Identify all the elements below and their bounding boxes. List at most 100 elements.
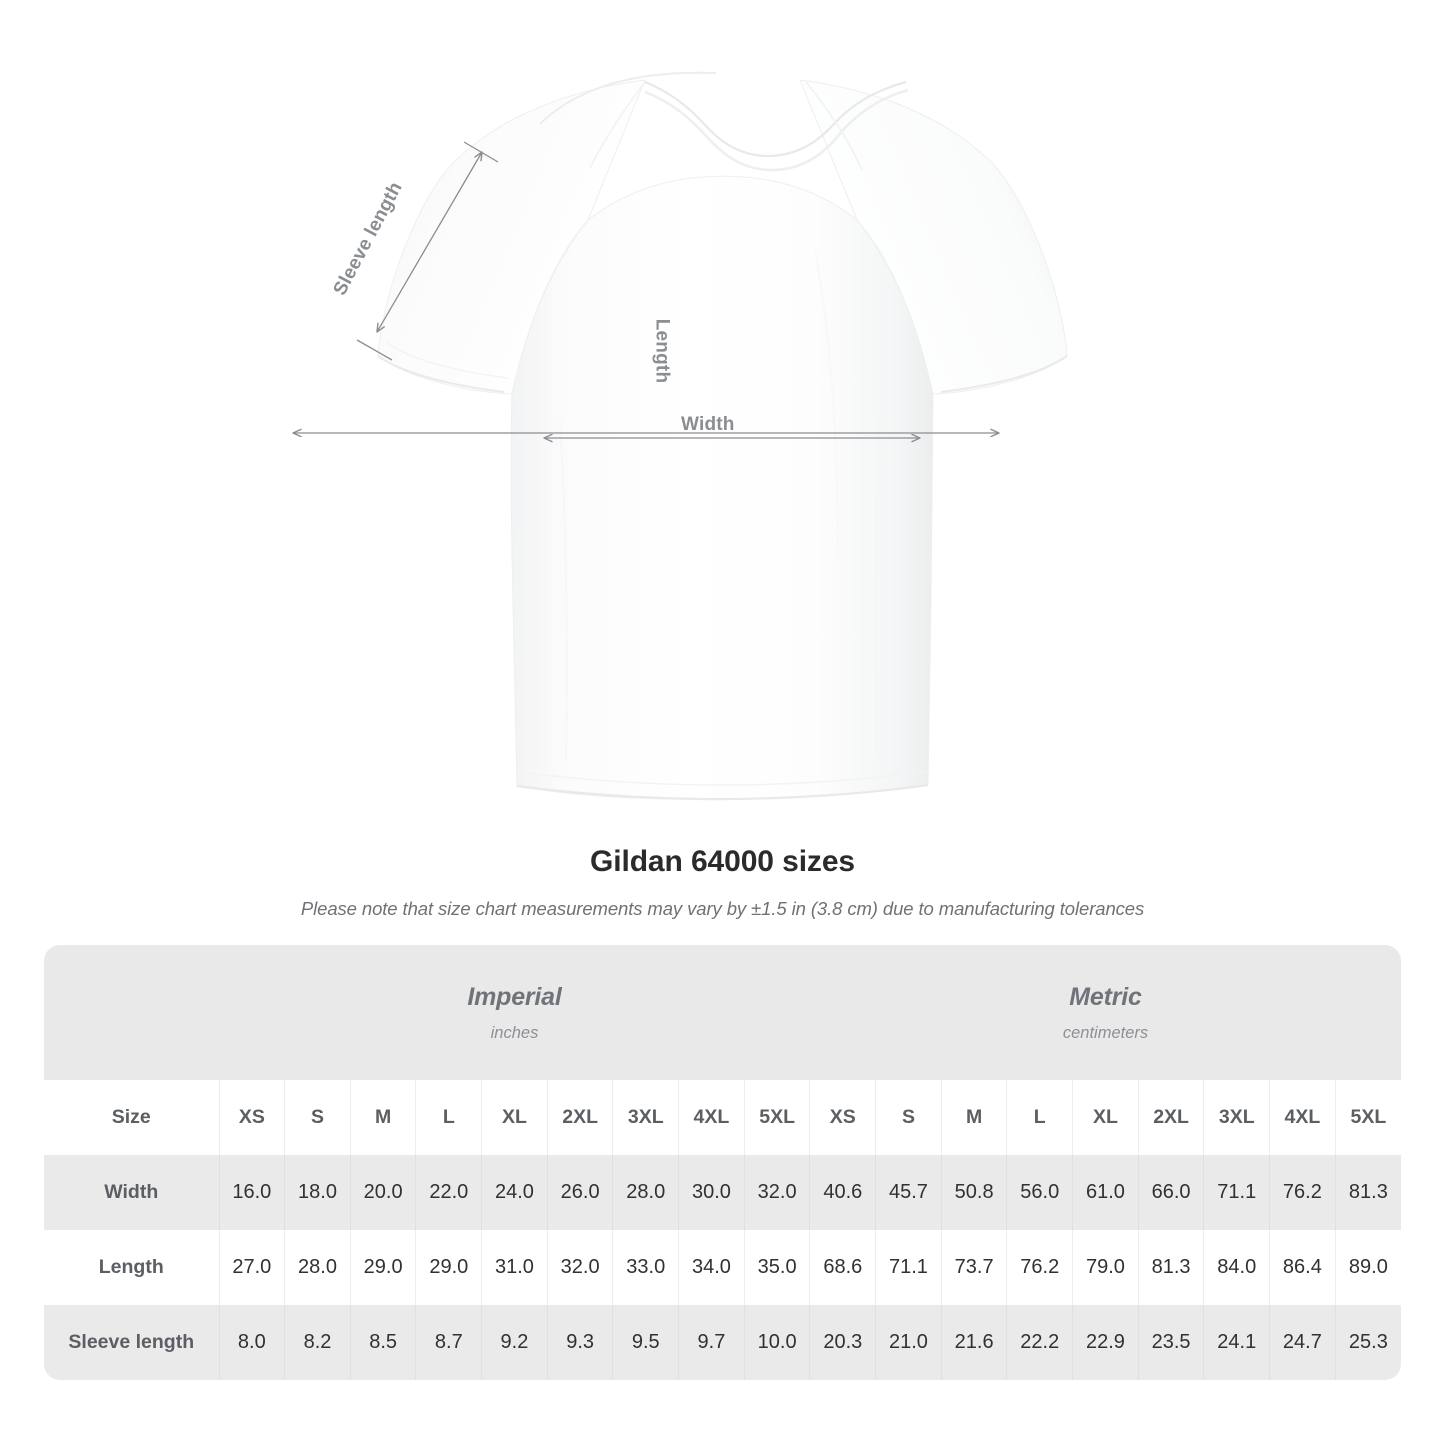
tshirt-diagram: Sleeve length Length Width [0, 71, 1068, 801]
measurement-cell: 29.0 [415, 1230, 482, 1305]
measurement-cell: 24.1 [1203, 1305, 1270, 1380]
size-header-cell: M [940, 1080, 1007, 1155]
measurement-cell: 81.3 [1137, 1230, 1204, 1305]
size-header-cell: S [875, 1080, 942, 1155]
measurement-cell: 84.0 [1203, 1230, 1270, 1305]
size-header-cell: 4XL [678, 1080, 745, 1155]
measurement-cell: 45.7 [875, 1155, 942, 1230]
measurement-cell: 66.0 [1137, 1155, 1204, 1230]
measurement-cell: 76.2 [1006, 1230, 1073, 1305]
imperial-label: Imperial [467, 982, 562, 1011]
measurement-cell: 50.8 [940, 1155, 1007, 1230]
measurement-cell: 21.6 [940, 1305, 1007, 1380]
measurement-cell: 81.3 [1334, 1155, 1401, 1230]
measurement-cell: 10.0 [743, 1305, 810, 1380]
measurement-cell: 73.7 [940, 1230, 1007, 1305]
measurement-cell: 28.0 [612, 1155, 679, 1230]
size-header-cell: 4XL [1269, 1080, 1336, 1155]
sleeve-tick-bottom [356, 339, 393, 361]
measurement-cell: 26.0 [546, 1155, 613, 1230]
measurement-cell: 21.0 [875, 1305, 942, 1380]
measurement-cell: 23.5 [1137, 1305, 1204, 1380]
measurement-row-label: Length [44, 1230, 219, 1305]
metric-header-cell: Metric centimeters [809, 945, 1401, 1080]
table-row: Length 27.0 28.0 29.0 29.0 31.0 32.0 33.0 34.0 35… [44, 1230, 1401, 1305]
measurement-cell: 79.0 [1072, 1230, 1139, 1305]
metric-label: Metric [1069, 982, 1142, 1011]
width-label: Width [681, 414, 735, 435]
measurement-cell: 28.0 [284, 1230, 351, 1305]
measurement-cell: 20.3 [809, 1305, 876, 1380]
measurement-lines [293, 141, 999, 438]
imperial-sub-label: inches [490, 1023, 539, 1042]
size-header-cell: 2XL [1137, 1080, 1204, 1155]
metric-sub-label: centimeters [1062, 1023, 1149, 1042]
measurement-cell: 8.0 [218, 1305, 285, 1380]
size-header-cell: L [415, 1080, 482, 1155]
size-header-cell: S [284, 1080, 351, 1155]
measurement-row-label: Sleeve length [44, 1305, 219, 1380]
imperial-header-cell: Imperial inches [219, 945, 810, 1080]
measurement-cell: 71.1 [1203, 1155, 1270, 1230]
size-header-cell: 5XL [1334, 1080, 1401, 1155]
length-label: Length [651, 318, 673, 384]
size-header-cell: L [1006, 1080, 1073, 1155]
measurement-cell: 32.0 [743, 1155, 810, 1230]
size-chart-table: Imperial inches Metric centimeters Size … [44, 945, 1401, 1380]
tolerance-note: Please note that size chart measurements… [300, 898, 1145, 919]
measurement-cell: 29.0 [349, 1230, 416, 1305]
size-header-cell: M [349, 1080, 416, 1155]
measurement-cell: 8.5 [349, 1305, 416, 1380]
unit-header-row: Imperial inches Metric centimeters [44, 945, 1401, 1080]
sleeve-arrow [377, 152, 482, 332]
unit-header-spacer [44, 945, 219, 1080]
sleeve-tick-top [463, 141, 499, 163]
measurement-cell: 22.2 [1006, 1305, 1073, 1380]
measurement-cell: 61.0 [1072, 1155, 1139, 1230]
measurement-cell: 9.7 [678, 1305, 745, 1380]
measurement-cell: 16.0 [218, 1155, 285, 1230]
measurement-cell: 71.1 [875, 1230, 942, 1305]
measurement-cell: 31.0 [481, 1230, 548, 1305]
size-chart-table-wrap: Imperial inches Metric centimeters Size … [44, 945, 1401, 1380]
measurement-cell: 9.5 [612, 1305, 679, 1380]
size-header-cell: 2XL [546, 1080, 613, 1155]
measurement-cell: 27.0 [218, 1230, 285, 1305]
measurement-cell: 33.0 [612, 1230, 679, 1305]
measurement-cell: 25.3 [1334, 1305, 1401, 1380]
measurement-cell: 56.0 [1006, 1155, 1073, 1230]
measurement-cell: 89.0 [1334, 1230, 1401, 1305]
measurement-cell: 8.2 [284, 1305, 351, 1380]
measurement-cell: 8.7 [415, 1305, 482, 1380]
size-header-cell: 3XL [1203, 1080, 1270, 1155]
measurement-cell: 34.0 [678, 1230, 745, 1305]
page-title: Gildan 64000 sizes [589, 845, 856, 878]
title-block: Gildan 64000 sizes Please note that size… [0, 845, 1445, 920]
measurement-cell: 9.2 [481, 1305, 548, 1380]
measurement-cell: 22.0 [415, 1155, 482, 1230]
measurement-cell: 24.0 [481, 1155, 548, 1230]
tshirt-illustration [0, 71, 1068, 801]
measurement-cell: 40.6 [809, 1155, 876, 1230]
measurement-cell: 24.7 [1269, 1305, 1336, 1380]
measurement-cell: 35.0 [743, 1230, 810, 1305]
measurement-cell: 32.0 [546, 1230, 613, 1305]
measurement-cell: 22.9 [1072, 1305, 1139, 1380]
measurement-row-label: Width [44, 1155, 219, 1230]
size-header-cell: XS [218, 1080, 285, 1155]
size-header-cell: XL [481, 1080, 548, 1155]
measurement-cell: 20.0 [349, 1155, 416, 1230]
size-header-row: Size XS S M L XL 2XL 3XL 4XL 5XL XS S M L XL 2XL 3XL 4XL… [44, 1080, 1401, 1155]
size-header-cell: XL [1072, 1080, 1139, 1155]
measurement-cell: 9.3 [546, 1305, 613, 1380]
measurement-cell: 68.6 [809, 1230, 876, 1305]
measurement-cell: 86.4 [1269, 1230, 1336, 1305]
size-header-cell: 5XL [743, 1080, 810, 1155]
measurement-cell: 76.2 [1269, 1155, 1336, 1230]
size-header-cell: XS [809, 1080, 876, 1155]
size-header-cell: 3XL [612, 1080, 679, 1155]
measurement-cell: 30.0 [678, 1155, 745, 1230]
table-row: Sleeve length 8.0 8.2 8.5 8.7 9.2 9.3 9.5 9.7 10.… [44, 1305, 1401, 1380]
size-row-label: Size [44, 1080, 219, 1155]
